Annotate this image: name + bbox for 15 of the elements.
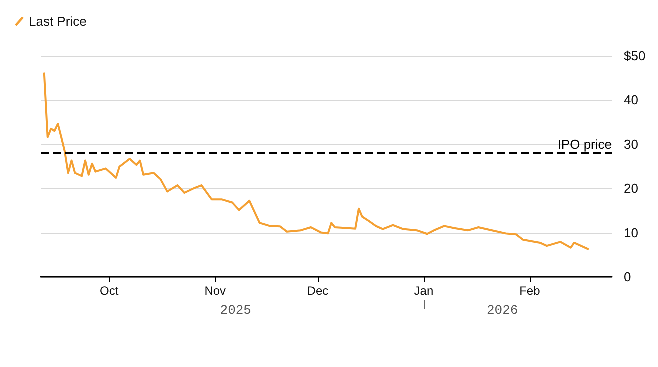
- legend-label: Last Price: [29, 14, 87, 29]
- y-tick-label: 20: [624, 181, 638, 196]
- x2-tick-label: 2026: [486, 303, 518, 318]
- x-tick-label: Oct: [100, 284, 120, 298]
- x-tick-label: Feb: [520, 284, 541, 298]
- x-tick-label: Jan: [414, 284, 434, 298]
- y-tick-label: 0: [624, 270, 632, 284]
- y-tick-label: 30: [624, 136, 638, 152]
- y-tick-label: 40: [624, 92, 638, 108]
- x-tick-label: Dec: [307, 284, 329, 298]
- y-tick-label: 10: [624, 225, 638, 240]
- ref-line-label: IPO price: [558, 137, 612, 152]
- x2-tick-label: 2025: [220, 303, 252, 318]
- x-tick-label: Nov: [204, 284, 226, 298]
- y-tick-label: $50: [624, 48, 646, 64]
